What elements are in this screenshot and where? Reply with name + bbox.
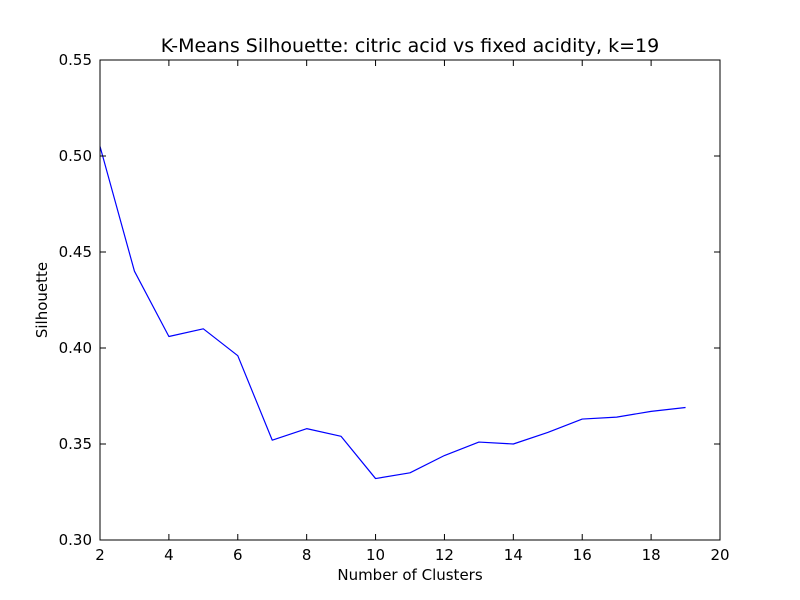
y-tick-label: 0.30	[59, 531, 92, 549]
x-tick-label: 10	[366, 546, 385, 564]
x-tick-label: 12	[435, 546, 454, 564]
x-tick-label: 18	[642, 546, 661, 564]
y-axis-label: Silhouette	[33, 262, 51, 338]
x-tick-label: 8	[302, 546, 312, 564]
silhouette-series-line	[99, 146, 686, 480]
x-tick-label: 14	[504, 546, 523, 564]
chart-title: K-Means Silhouette: citric acid vs fixed…	[161, 35, 659, 57]
x-tick-label: 4	[164, 546, 174, 564]
x-axis-label: Number of Clusters	[337, 566, 482, 584]
y-tick-label: 0.40	[59, 339, 92, 357]
plot-frame	[99, 59, 721, 541]
x-tick-label: 16	[573, 546, 592, 564]
y-axis: 0.30 0.35 0.40 0.45 0.50 0.55	[59, 51, 720, 549]
x-tick-label: 6	[233, 546, 243, 564]
plot-area	[99, 146, 686, 480]
y-tick-label: 0.35	[59, 435, 92, 453]
y-tick-label: 0.50	[59, 147, 92, 165]
y-tick-label: 0.55	[59, 51, 92, 69]
x-tick-label: 2	[95, 546, 105, 564]
x-axis: 2 4 6 8 10 12 14 16 18 20	[95, 60, 730, 564]
y-tick-label: 0.45	[59, 243, 92, 261]
x-tick-label: 20	[710, 546, 729, 564]
